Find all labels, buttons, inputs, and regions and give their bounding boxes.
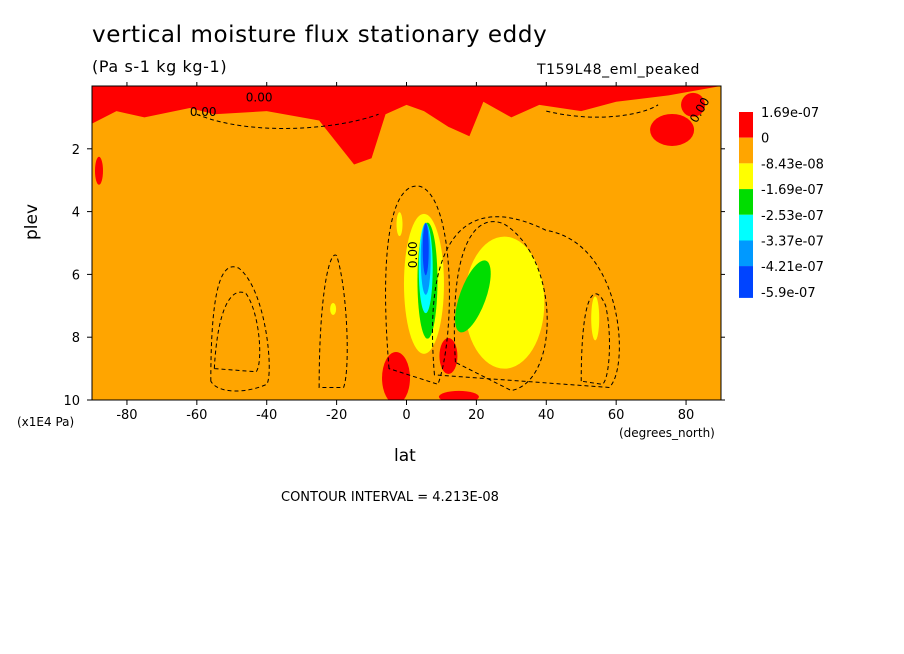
contour-line [580, 293, 610, 385]
positive-flux-patch [438, 390, 479, 400]
legend-swatch [739, 189, 753, 215]
x-tick-label: 0 [402, 408, 410, 423]
contour-line [318, 254, 348, 388]
legend-swatch [739, 214, 753, 241]
positive-flux-patch [650, 113, 695, 146]
contour-label: 0.00 [246, 91, 273, 105]
field-background [92, 86, 721, 400]
contour-line [546, 104, 659, 118]
x-tick-label: -20 [326, 408, 347, 423]
y-tick-label: 4 [72, 206, 80, 221]
y-tick-label: 6 [72, 268, 80, 283]
x-axis-unit: (degrees_north) [619, 426, 715, 440]
legend-label: -8.43e-08 [761, 157, 824, 172]
legend-swatch [739, 137, 753, 164]
x-tick-label: -80 [116, 408, 137, 423]
legend-label: 1.69e-07 [761, 106, 819, 121]
legend-swatch [739, 266, 753, 298]
y-tick-label: 8 [72, 331, 80, 346]
legend-label: -1.69e-07 [761, 183, 824, 198]
legend-label: -2.53e-07 [761, 209, 824, 224]
negative-flux-region [455, 260, 491, 333]
legend-swatch [739, 163, 753, 190]
negative-flux-region [591, 296, 600, 341]
y-axis: 2 4 6 8 10 [63, 143, 725, 409]
x-axis-label: lat [394, 446, 416, 466]
plot-area [92, 86, 721, 400]
x-tick-label: -40 [256, 408, 277, 423]
x-tick-label: 60 [608, 408, 625, 423]
contour-lines: 0.000.00 0.000.00 [190, 91, 712, 392]
y-tick-label: 10 [63, 394, 80, 409]
contour-line [213, 291, 261, 373]
legend-label: -4.21e-07 [761, 260, 824, 275]
x-tick-label: 20 [468, 408, 485, 423]
chart-title: vertical moisture flux stationary eddy [92, 22, 548, 48]
contour-label: 0.00 [406, 241, 420, 268]
positive-flux-patch [94, 156, 103, 185]
contour-line [453, 221, 548, 392]
contour-line [210, 266, 270, 392]
positive-flux-band-top [92, 86, 721, 165]
negative-flux-region [396, 212, 403, 237]
contour-interval-note: CONTOUR INTERVAL = 4.213E-08 [281, 490, 499, 505]
x-tick-label: 80 [678, 408, 695, 423]
contour-label: 0.00 [190, 105, 217, 119]
positive-flux-patch [382, 352, 411, 400]
chart-units: (Pa s-1 kg kg-1) [92, 57, 228, 76]
color-legend: 1.69e-07 0 -8.43e-08 -1.69e-07 -2.53e-07 -3.3… [739, 106, 824, 301]
negative-flux-region [422, 223, 429, 276]
contour-line [385, 185, 450, 385]
legend-swatch [739, 112, 753, 138]
x-tick-label: -60 [186, 408, 207, 423]
y-axis-label: plev [22, 203, 42, 240]
legend-label: -5.9e-07 [761, 286, 816, 301]
y-axis-unit: (x1E4 Pa) [17, 415, 75, 429]
y-tick-label: 2 [72, 143, 80, 158]
x-axis: -80 -60 -40 -20 0 20 40 60 80 [116, 82, 694, 423]
x-tick-label: 40 [538, 408, 555, 423]
legend-label: -3.37e-07 [761, 235, 824, 250]
legend-swatch [739, 240, 753, 267]
positive-flux-patch [681, 92, 706, 117]
run-identifier: T159L48_eml_peaked [537, 62, 701, 78]
legend-label: 0 [761, 132, 769, 147]
positive-flux-patch [439, 338, 458, 375]
negative-flux-region [330, 302, 337, 315]
contour-line [196, 113, 379, 129]
contour-line [432, 216, 620, 388]
